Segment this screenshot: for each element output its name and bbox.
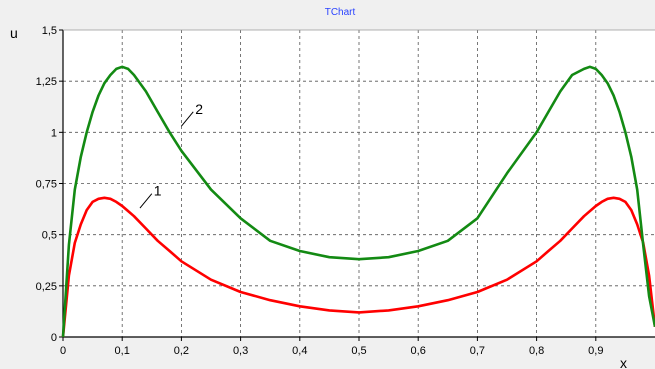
x-tick-label: 0,8 <box>529 345 544 357</box>
y-tick-label: 0 <box>51 332 57 344</box>
x-axis-label: x <box>620 355 627 369</box>
y-tick-label: 0,5 <box>42 230 57 242</box>
series-line-2 <box>61 65 655 338</box>
curve-label-2: 2 <box>195 101 203 117</box>
y-tick-label: 0,25 <box>36 281 57 293</box>
series-line-1 <box>61 196 655 338</box>
y-axis-label: u <box>10 25 18 41</box>
curve-label-leader-2 <box>181 111 194 127</box>
y-tick-label: 1,25 <box>36 76 57 88</box>
x-tick-label: 0,2 <box>174 345 189 357</box>
x-tick-label: 0,4 <box>292 345 307 357</box>
x-tick-label: 0 <box>60 345 66 357</box>
x-tick-label: 0,5 <box>351 345 366 357</box>
y-tick-label: 0,75 <box>36 179 57 191</box>
y-tick-label: 1 <box>51 127 57 139</box>
x-tick-label: 0,7 <box>470 345 485 357</box>
curve-label-1: 1 <box>154 183 162 199</box>
y-tick-label: 1,5 <box>42 25 57 37</box>
x-tick-label: 0,1 <box>115 345 130 357</box>
x-tick-label: 0,6 <box>411 345 426 357</box>
x-tick-label: 0,3 <box>233 345 248 357</box>
chart-title: TChart <box>325 7 356 18</box>
curve-label-leader-1 <box>139 193 153 209</box>
x-tick-label: 0,9 <box>588 345 603 357</box>
